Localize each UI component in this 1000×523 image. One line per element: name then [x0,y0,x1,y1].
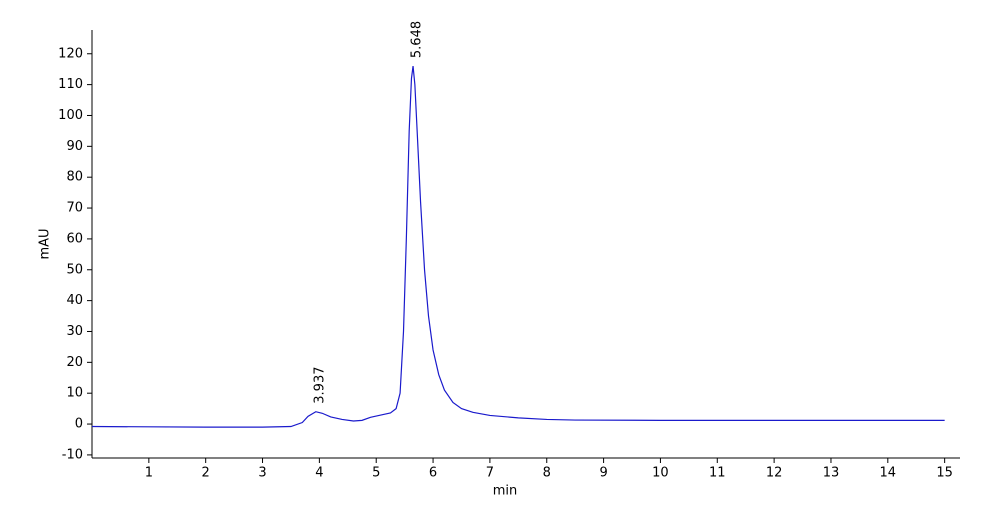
x-tick-label: 5 [372,466,380,481]
y-tick-label: 90 [66,139,83,154]
x-axis-label: min [493,484,518,499]
y-tick-label: 30 [66,324,83,339]
y-tick-label: 0 [75,417,83,432]
y-axis-label: mAU [38,228,53,259]
x-tick-label: 11 [709,466,726,481]
y-tick-label: 70 [66,201,83,216]
y-tick-label: 60 [66,231,83,246]
x-tick-label: 14 [880,466,897,481]
x-tick-label: 13 [823,466,840,481]
x-tick-label: 1 [145,466,153,481]
x-tick-label: 8 [543,466,551,481]
y-tick-label: -10 [62,447,83,462]
y-tick-label: 120 [58,46,83,61]
x-tick-label: 9 [599,466,607,481]
y-tick-label: 40 [66,293,83,308]
chromatogram-line [91,66,945,428]
y-tick-label: 110 [58,77,83,92]
y-tick-label: 10 [66,386,83,401]
x-tick-label: 6 [429,466,437,481]
x-tick-label: 12 [766,466,783,481]
peak-label: 5.648 [410,21,425,58]
x-tick-label: 7 [486,466,494,481]
y-tick-label: 100 [58,108,83,123]
x-tick-label: 4 [315,466,323,481]
peak-label: 3.937 [312,366,327,403]
y-tick-label: 80 [66,170,83,185]
y-tick-label: 20 [66,355,83,370]
x-tick-label: 15 [936,466,953,481]
x-tick-label: 10 [652,466,669,481]
x-tick-label: 3 [258,466,266,481]
x-tick-label: 2 [202,466,210,481]
y-tick-label: 50 [66,262,83,277]
